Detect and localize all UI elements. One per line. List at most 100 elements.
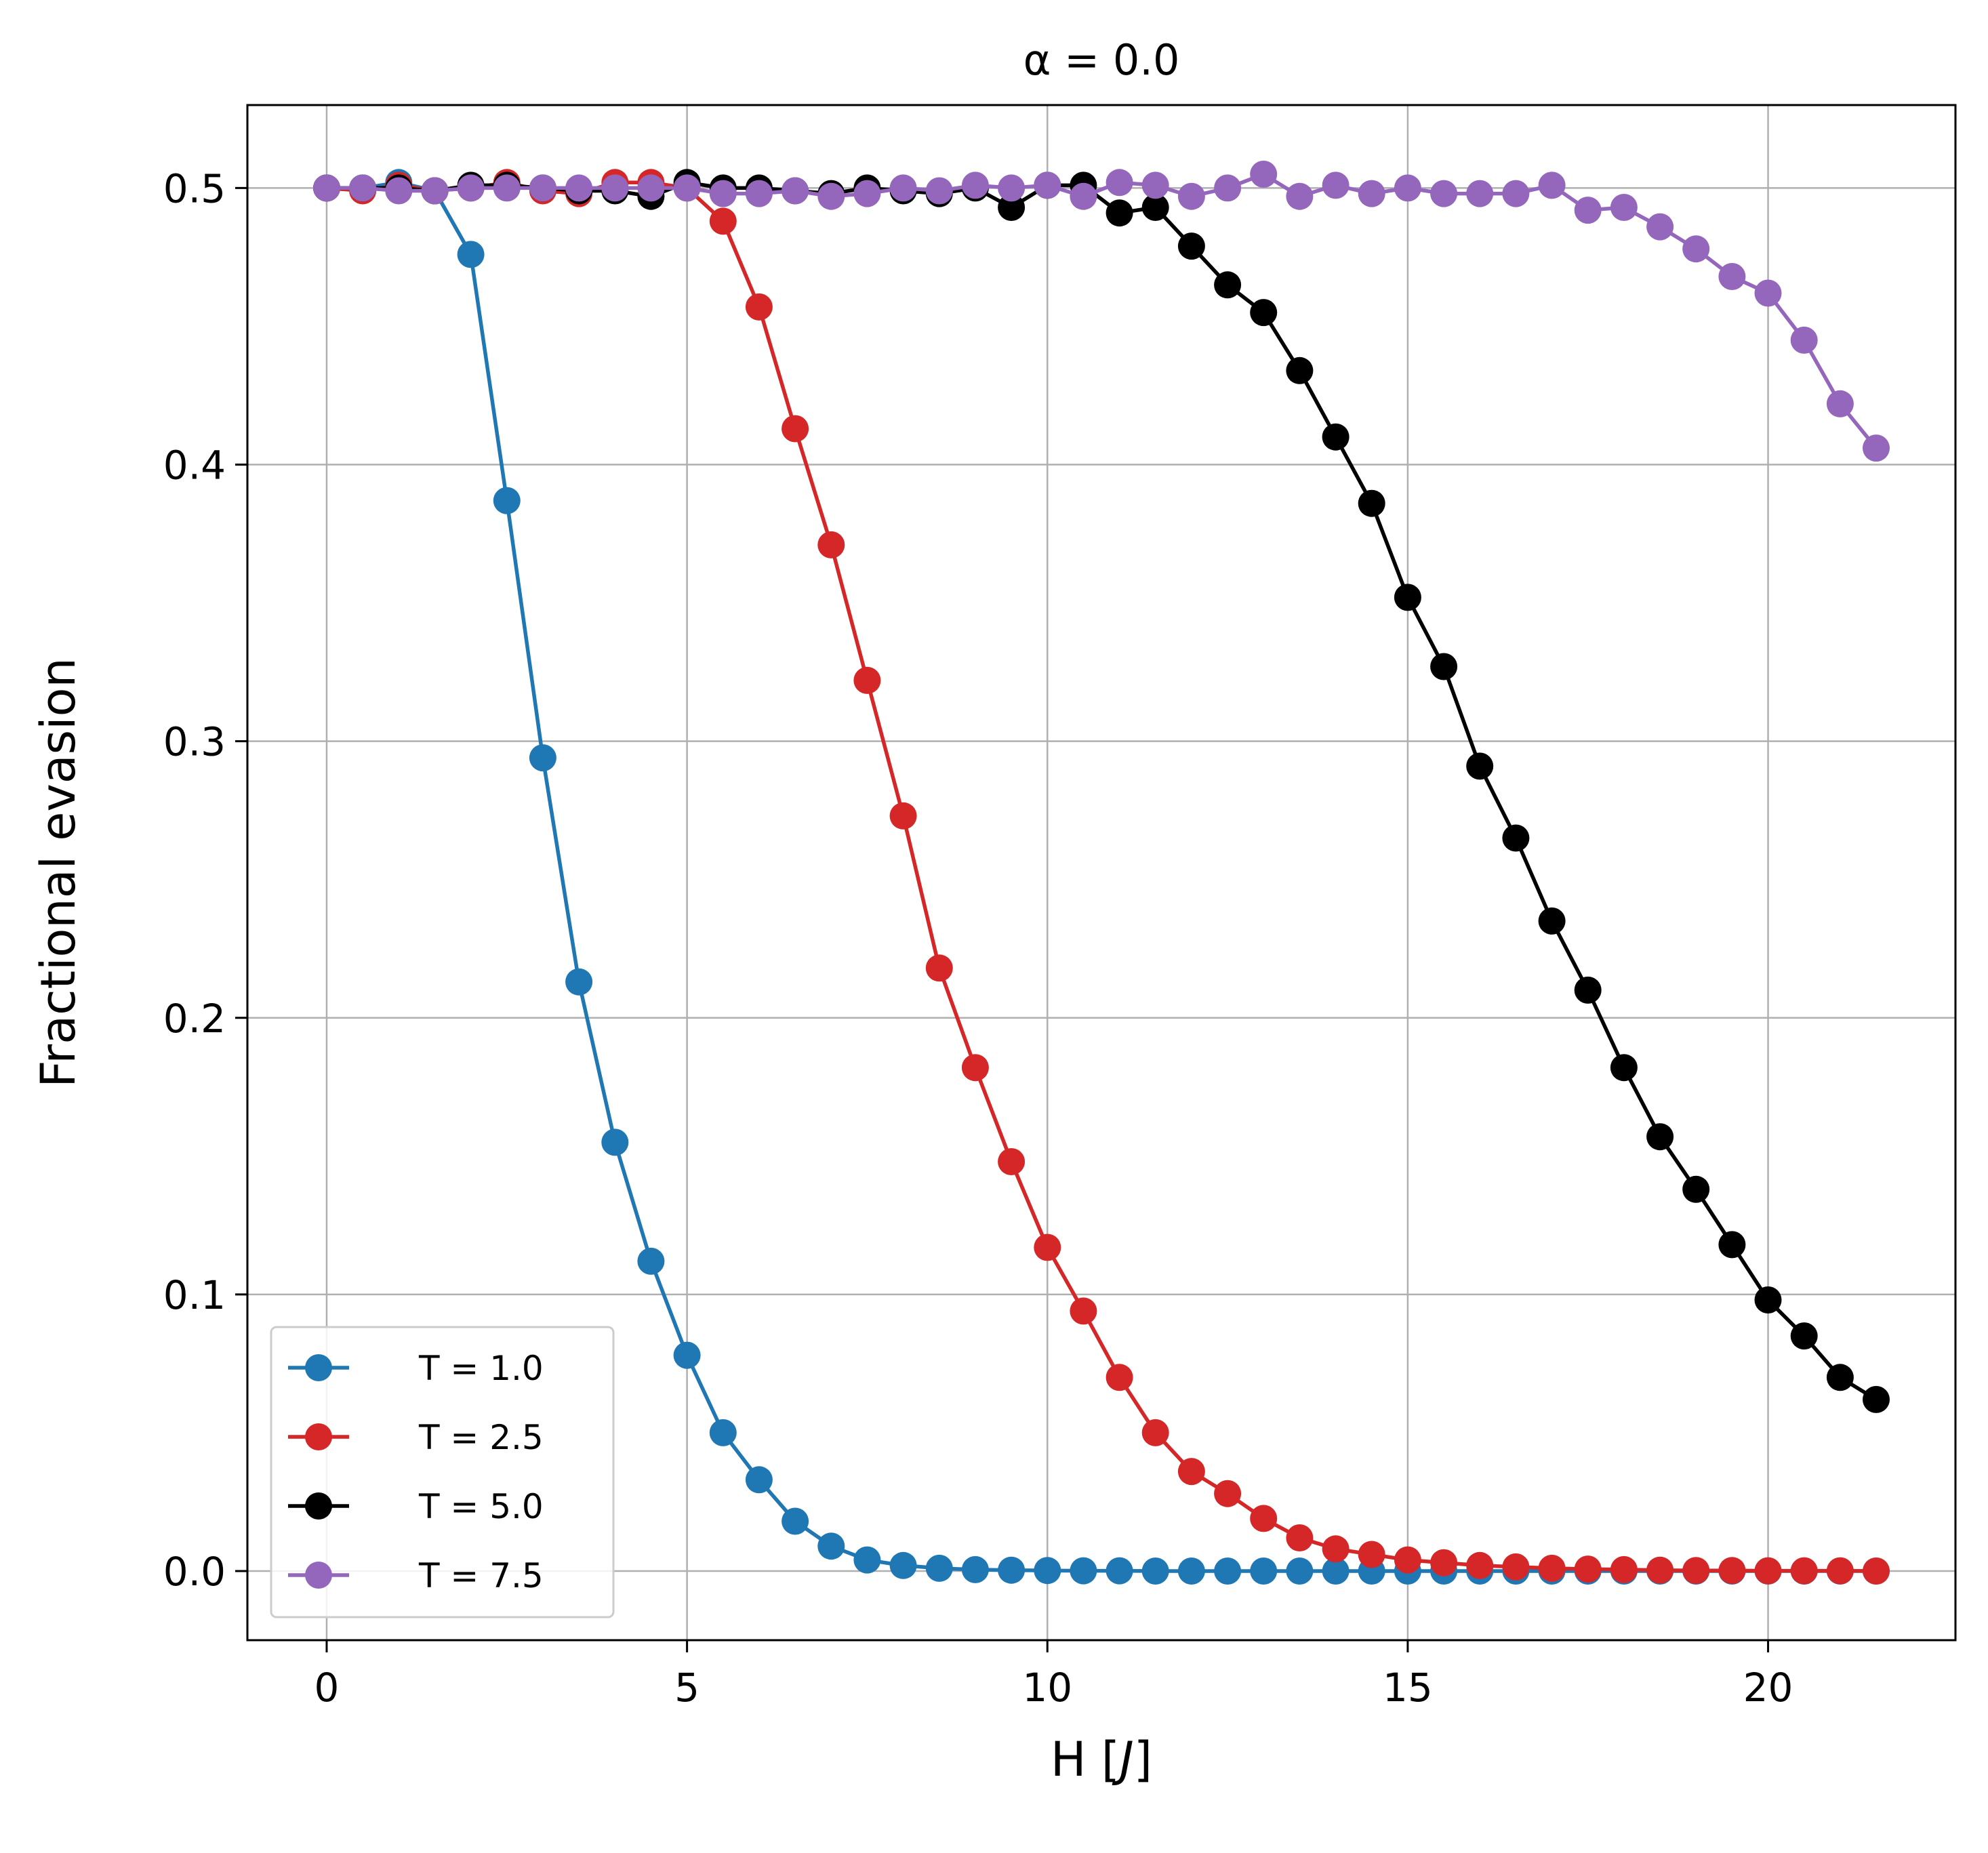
data-point xyxy=(925,1554,953,1582)
x-tick-label: 15 xyxy=(1383,1665,1433,1711)
legend-label: T = 1.0 xyxy=(418,1349,544,1388)
legend: T = 1.0 T = 2.5 T = 5.0 T = 7.5 xyxy=(270,1326,615,1618)
data-point xyxy=(1682,235,1710,263)
data-point xyxy=(1574,1555,1602,1583)
data-point xyxy=(673,174,701,202)
data-point xyxy=(1538,171,1566,199)
data-point xyxy=(1430,180,1458,207)
data-point xyxy=(1214,1557,1242,1585)
data-point xyxy=(998,1556,1026,1584)
y-axis-label: Fractional evasion xyxy=(31,657,86,1088)
data-point xyxy=(889,1551,917,1579)
data-point xyxy=(1430,1549,1458,1576)
data-point xyxy=(1863,434,1890,462)
x-axis-label: H [J] xyxy=(1051,1732,1152,1787)
data-point xyxy=(1322,423,1350,451)
data-point xyxy=(1610,1054,1638,1082)
data-point xyxy=(961,1555,989,1583)
legend-marker xyxy=(305,1423,332,1450)
data-point xyxy=(565,174,593,202)
data-point xyxy=(1034,1557,1061,1585)
data-point xyxy=(1141,1419,1169,1446)
data-point xyxy=(745,293,773,321)
data-point xyxy=(853,666,881,694)
data-point xyxy=(1466,180,1494,207)
data-point xyxy=(1322,171,1350,199)
data-point xyxy=(1141,171,1169,199)
data-point xyxy=(1177,1557,1205,1585)
data-point xyxy=(1394,174,1421,202)
data-point xyxy=(998,1148,1026,1175)
series xyxy=(313,169,1890,1585)
data-point xyxy=(745,180,773,207)
legend-box xyxy=(270,1326,615,1618)
data-point xyxy=(709,207,737,235)
x-tick-label: 20 xyxy=(1743,1665,1793,1711)
data-point xyxy=(1682,1175,1710,1203)
data-point xyxy=(1610,1555,1638,1583)
series xyxy=(313,161,1890,462)
data-point xyxy=(1863,1385,1890,1413)
axis-ticks: 0 5 10 15 20 0.0 0.1 0.2 0.3 0.4 0.5 xyxy=(163,165,1793,1711)
data-point xyxy=(1718,1231,1746,1259)
data-point xyxy=(1646,213,1674,241)
data-point xyxy=(1322,1535,1350,1563)
data-point xyxy=(1214,1480,1242,1507)
data-point xyxy=(998,174,1026,202)
data-point xyxy=(925,954,953,982)
data-point xyxy=(1790,326,1818,354)
data-point xyxy=(1394,584,1421,611)
data-point xyxy=(817,531,845,558)
data-point xyxy=(1682,1557,1710,1585)
data-point xyxy=(1826,390,1854,418)
data-point xyxy=(961,171,989,199)
data-point xyxy=(961,1054,989,1082)
data-point xyxy=(1214,271,1242,299)
data-point xyxy=(709,1419,737,1446)
data-point xyxy=(1250,161,1278,188)
data-point xyxy=(1646,1556,1674,1584)
data-point xyxy=(782,415,809,443)
y-tick-label: 0.2 xyxy=(163,996,226,1042)
data-point xyxy=(1070,1297,1097,1325)
data-point xyxy=(1826,1557,1854,1585)
data-point xyxy=(889,802,917,830)
data-point xyxy=(529,744,556,772)
data-point xyxy=(1502,180,1530,207)
x-tick-label: 5 xyxy=(674,1665,699,1711)
data-point xyxy=(601,1128,629,1156)
data-point xyxy=(925,177,953,205)
data-point xyxy=(1322,1557,1350,1585)
data-point xyxy=(889,174,917,202)
data-point xyxy=(853,180,881,207)
data-point xyxy=(1177,232,1205,260)
data-point xyxy=(1646,1123,1674,1151)
data-point xyxy=(709,180,737,207)
data-point xyxy=(493,487,521,514)
legend-marker xyxy=(305,1562,332,1589)
data-point xyxy=(1141,1557,1169,1585)
y-tick-label: 0.1 xyxy=(163,1272,226,1318)
data-point xyxy=(1070,1557,1097,1585)
y-tick-label: 0.5 xyxy=(163,165,226,211)
data-point xyxy=(1177,182,1205,210)
chart-title: α = 0.0 xyxy=(1023,35,1180,85)
data-point xyxy=(1105,1364,1133,1391)
data-point xyxy=(1286,1524,1314,1551)
data-point xyxy=(817,182,845,210)
data-point xyxy=(1177,1458,1205,1486)
data-point xyxy=(1863,1557,1890,1585)
data-point xyxy=(1790,1322,1818,1350)
plot-frame xyxy=(246,104,1957,1642)
data-point xyxy=(1394,1546,1421,1574)
data-point xyxy=(782,1507,809,1535)
data-point xyxy=(457,241,485,268)
data-point xyxy=(421,177,449,205)
data-point xyxy=(1826,1364,1854,1391)
plot-series xyxy=(313,161,1890,1585)
data-point xyxy=(1286,182,1314,210)
data-point xyxy=(1105,1557,1133,1585)
data-point xyxy=(493,174,521,202)
data-point xyxy=(673,1341,701,1369)
